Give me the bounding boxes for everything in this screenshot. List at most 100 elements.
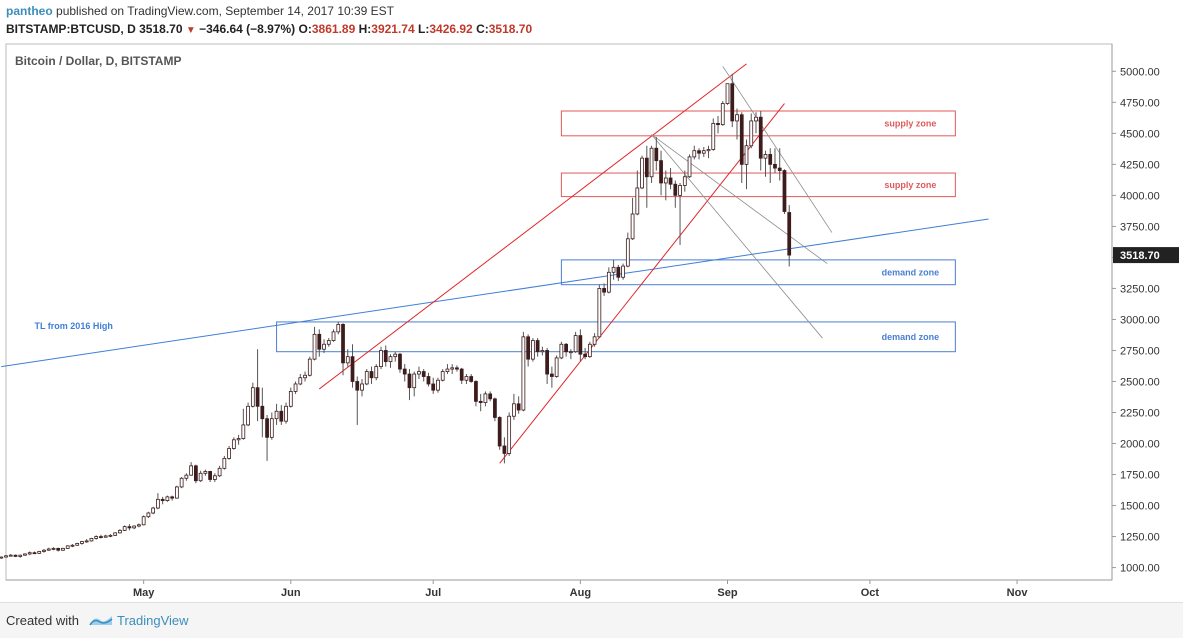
candle-up (184, 474, 189, 479)
y-tick-label: 1250.00 (1120, 532, 1160, 544)
y-tick-label: 5000.00 (1120, 66, 1160, 78)
candle-down (369, 371, 374, 379)
candle-up (198, 472, 203, 482)
candle-up (464, 376, 469, 381)
x-tick-label: Oct (861, 587, 880, 599)
gray-trendline[interactable] (651, 134, 828, 264)
price-chart[interactable]: 1000.00 1250.00 1500.00 1750.00 2000.00 2250.… (0, 42, 1183, 602)
candle-up (630, 213, 635, 240)
last-price: 3518.70 (139, 22, 183, 36)
candle-down (787, 212, 792, 256)
candle-up (559, 343, 564, 359)
close-value: 3518.70 (488, 22, 533, 36)
candle-up (744, 145, 749, 165)
candle-down (398, 353, 402, 370)
candle-up (18, 554, 23, 557)
candle-up (203, 471, 208, 474)
candle-up (288, 391, 293, 407)
candle-down (644, 157, 649, 178)
y-tick-label: 3750.00 (1120, 221, 1160, 233)
candle-up (635, 187, 640, 215)
candle-up (735, 114, 739, 122)
candle-down (526, 336, 531, 360)
candle-up (512, 403, 516, 417)
supply-zone-box[interactable] (560, 172, 956, 198)
y-tick-label: 3250.00 (1120, 283, 1160, 295)
created-with-text: Created with (6, 613, 79, 628)
high-value: 3921.74 (371, 22, 415, 36)
candle-up (711, 123, 716, 150)
candle-up (687, 156, 692, 178)
gray-trendline[interactable] (722, 66, 833, 233)
candle-up (483, 393, 488, 403)
y-tick-label: 3000.00 (1120, 314, 1160, 326)
candle-up (156, 498, 160, 509)
candle-up (274, 410, 279, 420)
candle-down (777, 167, 782, 171)
blue-trendline[interactable] (1, 218, 989, 368)
candle-up (749, 120, 754, 147)
candle-up (84, 540, 89, 543)
candle-up (507, 415, 512, 454)
candle-up (701, 150, 706, 154)
candle-up (298, 377, 303, 385)
candle-down (668, 177, 673, 185)
last-price-tag (1113, 247, 1179, 264)
candle-up (65, 545, 70, 549)
candle-up (445, 368, 450, 372)
candle-up (89, 538, 94, 542)
candle-down (782, 170, 787, 212)
candle-down (13, 554, 18, 557)
candle-up (284, 405, 288, 422)
candle-up (132, 525, 137, 529)
candle-up (692, 150, 697, 158)
tradingview-logo-icon[interactable] (88, 612, 114, 633)
y-tick-label: 4000.00 (1120, 190, 1160, 202)
candle-up (568, 351, 573, 354)
red-trendline[interactable] (318, 63, 747, 390)
candle-up (331, 331, 336, 341)
publish-info: pantheo published on TradingView.com, Se… (6, 4, 394, 18)
candle-down (564, 343, 568, 353)
candle-up (137, 524, 141, 527)
candle-up (108, 534, 113, 537)
candle-up (141, 516, 146, 526)
symbol-label: BITSTAMP:BTCUSD, D (6, 22, 136, 36)
candle-down (431, 383, 436, 391)
candle-down (407, 373, 412, 389)
candle-up (217, 467, 222, 477)
candle-up (531, 340, 535, 360)
candle-up (122, 526, 127, 531)
candle-down (402, 368, 407, 375)
candle-up (151, 507, 156, 514)
candle-down (535, 340, 540, 353)
candle-up (222, 458, 227, 469)
candle-up (75, 542, 80, 546)
price-change: −346.64 (−8.97%) (199, 22, 296, 36)
candle-down (583, 353, 587, 358)
gray-trendline[interactable] (651, 134, 823, 339)
x-tick-label: Nov (1007, 587, 1029, 599)
candle-up (521, 336, 526, 411)
candle-down (350, 356, 355, 382)
plot-area[interactable] (5, 43, 1113, 581)
candle-down (478, 400, 483, 403)
candle-up (0, 556, 4, 559)
author-link[interactable]: pantheo (6, 4, 53, 18)
candle-up (640, 157, 644, 189)
demand-zone-box[interactable] (560, 259, 956, 286)
y-tick-label: 1500.00 (1120, 501, 1160, 513)
candle-down (516, 403, 521, 411)
candle-down (170, 496, 175, 499)
tradingview-link[interactable]: TradingView (117, 613, 189, 628)
candle-up (540, 350, 545, 353)
candle-down (383, 350, 388, 363)
candle-up (587, 343, 592, 358)
candle-up (46, 548, 51, 551)
red-trendline[interactable] (499, 103, 785, 464)
candle-up (113, 532, 118, 536)
y-tick-label: 1000.00 (1120, 563, 1160, 575)
candle-down (474, 381, 478, 402)
demand-zone-box[interactable] (276, 321, 956, 353)
candle-up (450, 367, 455, 370)
